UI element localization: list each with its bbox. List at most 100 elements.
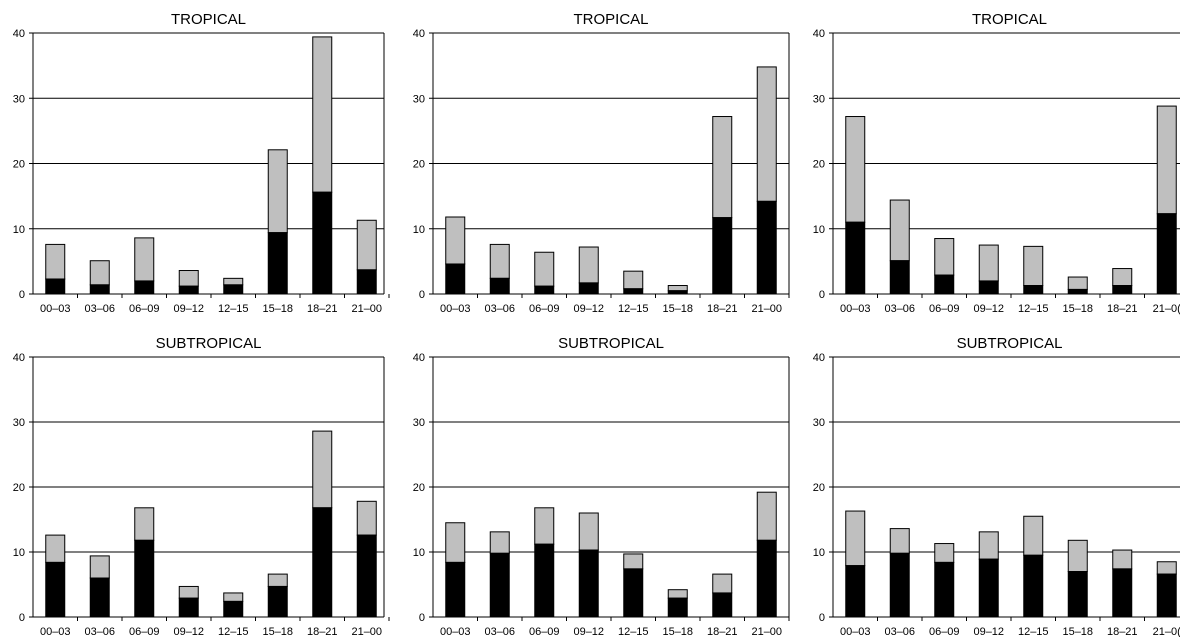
bar-top-segment bbox=[89, 555, 110, 579]
bar-bottom-segment bbox=[356, 534, 377, 618]
bar-top-segment bbox=[756, 66, 777, 202]
bar-bottom-segment bbox=[312, 507, 333, 618]
bar-bottom-segment bbox=[1112, 568, 1133, 618]
bar-bottom-segment bbox=[178, 597, 199, 618]
y-tick-label: 10 bbox=[413, 547, 425, 559]
bar-bottom-segment bbox=[1156, 573, 1177, 618]
bar-bottom-segment bbox=[1023, 285, 1044, 295]
bar-top-segment bbox=[845, 116, 866, 223]
bar-top-segment bbox=[1023, 515, 1044, 556]
y-tick-label: 40 bbox=[13, 352, 25, 364]
bar-bottom-segment bbox=[356, 269, 377, 295]
bar-bottom-segment bbox=[1067, 288, 1088, 295]
bar-top-segment bbox=[312, 36, 333, 193]
x-tick-label: 21–00 bbox=[751, 303, 782, 315]
x-tick-label: 18–21 bbox=[307, 303, 338, 315]
bar-top-segment bbox=[534, 251, 555, 287]
bar-bottom-segment bbox=[223, 284, 244, 295]
bar-top-segment bbox=[1112, 549, 1133, 570]
x-tick-label: 15–18 bbox=[662, 303, 693, 315]
x-tick-label: 03–06 bbox=[84, 626, 115, 637]
bar-bottom-segment bbox=[578, 282, 599, 295]
bar-bottom-segment bbox=[712, 592, 733, 618]
y-tick-label: 10 bbox=[413, 224, 425, 236]
bar-top-segment bbox=[445, 216, 466, 265]
bar-top-segment bbox=[1067, 276, 1088, 290]
y-tick-label: 0 bbox=[819, 289, 825, 301]
bar-top-segment bbox=[667, 589, 688, 599]
bar-top-segment bbox=[223, 277, 244, 286]
y-tick-label: 10 bbox=[813, 547, 825, 559]
y-tick-label: 0 bbox=[19, 289, 25, 301]
bar-top-segment bbox=[1067, 539, 1088, 572]
bar-bottom-segment bbox=[1067, 571, 1088, 618]
bar-top-segment bbox=[489, 531, 510, 554]
bar-bottom-segment bbox=[667, 597, 688, 618]
y-tick-label: 40 bbox=[813, 28, 825, 40]
bar-bottom-segment bbox=[45, 278, 66, 295]
bar-top-segment bbox=[934, 238, 955, 276]
bar-bottom-segment bbox=[623, 568, 644, 618]
x-tick-label: 12–15 bbox=[618, 303, 649, 315]
bar-top-segment bbox=[1112, 268, 1133, 287]
x-tick-label: 15–18 bbox=[1062, 303, 1093, 315]
y-tick-label: 20 bbox=[413, 159, 425, 171]
y-tick-label: 30 bbox=[13, 93, 25, 105]
bar-bottom-segment bbox=[223, 600, 244, 618]
bar-bottom-segment bbox=[1156, 213, 1177, 295]
bar-bottom-segment bbox=[489, 552, 510, 618]
bar-bottom-segment bbox=[445, 561, 466, 618]
x-tick-label: 00–03 bbox=[840, 626, 871, 637]
y-tick-label: 40 bbox=[13, 28, 25, 40]
bar-top-segment bbox=[1156, 105, 1177, 215]
x-tick-label: 03–06 bbox=[84, 303, 115, 315]
x-tick-label: 06–09 bbox=[129, 303, 160, 315]
x-tick-label: 06–09 bbox=[529, 626, 560, 637]
bar-bottom-segment bbox=[489, 277, 510, 295]
x-tick-label: 00–03 bbox=[40, 303, 71, 315]
y-tick-label: 30 bbox=[413, 93, 425, 105]
bar-bottom-segment bbox=[534, 285, 555, 295]
bar-top-segment bbox=[134, 507, 155, 541]
chart-panel-2: TROPICAL 0 10 20 30 40 00–03 03–06 06–09 09–12 12–… bbox=[413, 11, 790, 315]
x-tick-label: 09–12 bbox=[173, 303, 204, 315]
bar-bottom-segment bbox=[712, 217, 733, 295]
x-tick-label: 06–09 bbox=[929, 303, 960, 315]
bar-top-segment bbox=[1023, 245, 1044, 287]
bar-bottom-segment bbox=[578, 549, 599, 618]
x-tick-label: 09–12 bbox=[973, 626, 1004, 637]
x-tick-label: 03–06 bbox=[884, 303, 915, 315]
x-tick-label: 12–15 bbox=[618, 626, 649, 637]
x-tick-label: 21–00 bbox=[351, 303, 382, 315]
bar-bottom-segment bbox=[1112, 285, 1133, 295]
x-tick-label: 09–12 bbox=[173, 626, 204, 637]
bar-top-segment bbox=[178, 270, 199, 287]
bar-top-segment bbox=[134, 237, 155, 282]
bar-top-segment bbox=[756, 491, 777, 541]
x-tick-label: 21–00 bbox=[751, 626, 782, 637]
bar-top-segment bbox=[845, 510, 866, 567]
x-tick-label: 12–15 bbox=[1018, 626, 1049, 637]
chart-title: SUBTROPICAL bbox=[558, 335, 664, 352]
bar-top-segment bbox=[356, 219, 377, 271]
bar-bottom-segment bbox=[445, 263, 466, 295]
x-tick-label: 09–12 bbox=[973, 303, 1004, 315]
bar-bottom-segment bbox=[934, 274, 955, 295]
x-tick-label: 12–15 bbox=[218, 303, 249, 315]
y-tick-label: 40 bbox=[413, 352, 425, 364]
bar-top-segment bbox=[45, 243, 66, 280]
bar-top-segment bbox=[623, 270, 644, 290]
bar-bottom-segment bbox=[978, 558, 999, 618]
chart-title: TROPICAL bbox=[972, 11, 1047, 28]
chart-panel-4: SUBTROPICAL 0 10 20 30 40 00–03 03–06 06–09 09–12… bbox=[13, 335, 390, 637]
y-tick-label: 40 bbox=[413, 28, 425, 40]
chart-title: SUBTROPICAL bbox=[957, 335, 1063, 352]
bar-bottom-segment bbox=[845, 221, 866, 295]
x-tick-label: 06–09 bbox=[129, 626, 160, 637]
x-tick-label: 03–06 bbox=[884, 626, 915, 637]
bar-bottom-segment bbox=[312, 191, 333, 295]
y-tick-label: 0 bbox=[419, 612, 425, 624]
x-tick-label: 21–0( bbox=[1153, 626, 1180, 637]
y-tick-label: 10 bbox=[13, 547, 25, 559]
